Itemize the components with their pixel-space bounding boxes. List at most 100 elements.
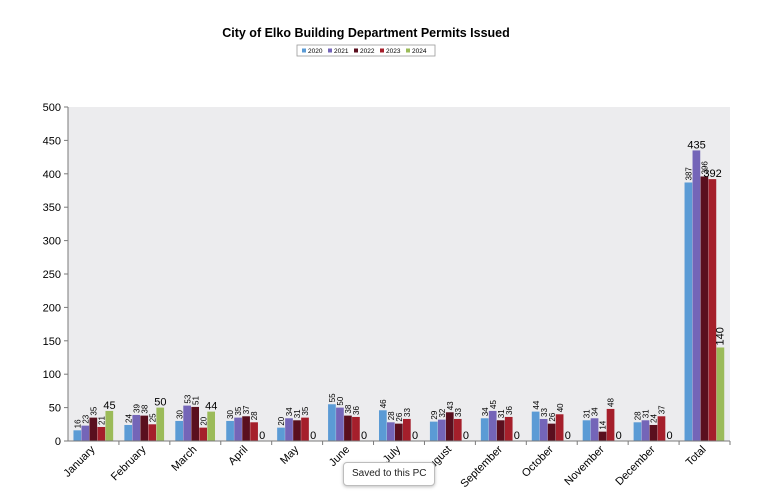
data-label: 32 [438,408,447,417]
y-tick-label: 50 [49,403,61,415]
bar [191,406,200,441]
bar [606,408,615,441]
data-label: 0 [667,430,673,442]
data-label: 30 [226,410,235,419]
bar [328,404,336,441]
bar [97,426,106,441]
data-label: 43 [446,401,455,410]
legend-label: 2024 [412,48,427,55]
bar [89,417,98,441]
bar [250,422,258,441]
data-label: 46 [379,399,388,408]
bar [242,416,250,441]
bar [403,418,411,441]
data-label: 51 [191,395,200,404]
data-label: 33 [540,408,549,417]
data-label: 26 [395,412,404,421]
legend-label: 2020 [308,48,323,55]
bar [480,418,489,441]
bar [124,424,133,441]
data-label: 392 [703,168,721,180]
data-label: 34 [285,407,294,416]
data-label: 28 [250,411,259,420]
y-tick-label: 100 [43,369,61,381]
data-label: 35 [89,406,98,415]
data-label: 435 [687,139,705,151]
data-label: 26 [548,412,557,421]
bar [453,418,462,441]
data-label: 40 [556,403,565,412]
bar [547,423,556,441]
data-label: 31 [642,409,651,418]
bar [445,412,454,441]
data-label: 0 [259,430,265,442]
bar [641,420,650,441]
data-label: 28 [634,411,643,420]
data-label: 0 [412,430,418,442]
data-label: 31 [293,409,302,418]
bar [692,150,701,442]
bar [336,407,344,441]
data-label: 38 [344,404,353,413]
bar [555,414,564,441]
data-label: 396 [701,161,710,175]
data-label: 140 [715,327,727,345]
bar [684,182,693,441]
data-label: 20 [277,416,286,425]
data-label: 33 [403,408,412,417]
data-label: 50 [336,396,345,405]
data-label: 0 [361,430,367,442]
data-label: 30 [175,410,184,419]
bar [156,407,165,441]
bar [716,347,725,441]
bar [539,418,548,441]
y-tick-label: 200 [43,302,61,314]
bar [488,410,497,441]
data-label: 0 [616,430,622,442]
bar [582,420,591,441]
y-tick-label: 500 [43,102,61,114]
data-label: 35 [234,406,243,415]
data-label: 0 [463,430,469,442]
legend-swatch [406,48,410,53]
bar [234,417,242,441]
data-label: 29 [430,410,439,419]
data-label: 387 [685,167,694,181]
bar [429,421,438,441]
legend-label: 2022 [360,48,375,55]
data-label: 53 [183,394,192,403]
bar [132,414,141,441]
data-label: 36 [505,406,514,415]
data-label: 35 [301,406,310,415]
data-label: 23 [81,414,90,423]
bar [590,418,599,441]
y-axis: 0 50 100 150 200 250 300 350 400 450 500 [43,102,69,448]
plot-area [68,107,730,441]
bar [598,431,607,441]
data-label: 24 [650,414,659,423]
y-tick-label: 250 [43,269,61,281]
legend-swatch [328,48,332,53]
bar [226,420,234,441]
saved-toast: Saved to this PC [343,462,436,486]
bar [395,423,403,441]
bar [277,427,285,441]
data-label: 14 [599,420,608,429]
y-tick-label: 350 [43,202,61,214]
data-label: 16 [73,419,82,428]
data-label: 25 [148,413,157,422]
bar [344,415,352,441]
data-label: 45 [103,400,115,412]
legend-label: 2023 [386,48,401,55]
bar [352,416,360,441]
y-tick-label: 0 [55,436,61,448]
bar [293,420,301,441]
data-label: 36 [352,406,361,415]
data-label: 20 [199,416,208,425]
y-tick-label: 450 [43,135,61,147]
data-label: 0 [514,430,520,442]
y-tick-label: 400 [43,169,61,181]
data-label: 39 [132,403,141,412]
bar [285,418,293,441]
